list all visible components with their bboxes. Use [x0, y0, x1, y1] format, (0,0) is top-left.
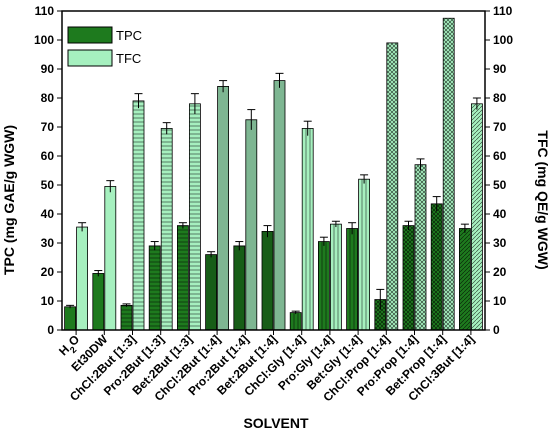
right-axis-tick-label: 20 — [493, 265, 507, 279]
bar-tpc — [92, 273, 105, 331]
right-axis-tick-label: 90 — [493, 62, 507, 76]
bar-tfc — [414, 164, 427, 331]
legend-swatch-tfc — [67, 49, 113, 67]
bar-tpc — [148, 245, 161, 331]
legend-swatch-tpc — [67, 26, 113, 44]
bar-group — [64, 17, 483, 331]
bar-tfc — [217, 86, 230, 331]
bar-tpc — [402, 225, 415, 331]
bar-tpc — [289, 312, 302, 331]
right-axis-tick-label: 100 — [493, 33, 513, 47]
bar-tpc — [458, 228, 471, 331]
legend-label-tfc: TFC — [116, 51, 141, 66]
bar-tfc — [104, 186, 117, 331]
x-axis-title: SOLVENT — [243, 415, 309, 431]
right-axis-tick-label: 0 — [493, 323, 500, 337]
left-axis-tick-label: 60 — [41, 149, 55, 163]
right-axis-title: TFC (mg QE/g WGW) — [535, 130, 550, 269]
legend-label-tpc: TPC — [116, 28, 142, 43]
left-axis-tick-label: 0 — [47, 323, 54, 337]
legend: TPC TFC — [67, 26, 142, 67]
bar-tfc — [76, 226, 88, 331]
bar-tfc — [358, 178, 371, 331]
plot-frame — [61, 10, 486, 331]
bar-tfc — [329, 223, 342, 331]
right-axis-tick-label: 30 — [493, 236, 507, 250]
left-axis-tick-label: 40 — [41, 207, 55, 221]
right-axis-tick-label: 40 — [493, 207, 507, 221]
left-axis-tick-label: 50 — [41, 178, 55, 192]
bar-tfc — [386, 42, 399, 331]
error-bar-group — [66, 72, 481, 315]
bar-tpc — [261, 230, 274, 331]
left-axis-tick-label: 80 — [41, 91, 55, 105]
bar-tfc — [273, 80, 286, 331]
left-axis-tick-label: 90 — [41, 62, 55, 76]
left-axis-tick-label: 70 — [41, 120, 55, 134]
bar-tpc — [233, 245, 246, 331]
bar-tpc — [64, 306, 76, 331]
bar-tfc — [301, 128, 314, 331]
right-axis-tick-labels: 0 10 20 30 40 50 60 70 80 90 100 110 — [493, 4, 513, 337]
bar-tpc — [120, 304, 133, 331]
right-axis-tick-label: 80 — [493, 91, 507, 105]
bar-tfc — [132, 100, 145, 331]
bar-tpc — [176, 225, 189, 331]
right-axis-tick-label: 110 — [493, 4, 513, 18]
bar-tfc — [470, 103, 483, 331]
bar-tfc — [442, 17, 455, 331]
right-axis-tick-label: 50 — [493, 178, 507, 192]
bar-tpc — [346, 228, 359, 331]
bar-tpc — [205, 254, 218, 331]
left-axis-tick-label: 20 — [41, 265, 55, 279]
right-axis-tick-label: 70 — [493, 120, 507, 134]
left-axis-tick-label: 100 — [34, 33, 54, 47]
bar-tfc — [188, 103, 201, 331]
bar-tfc — [160, 128, 173, 331]
left-axis-tick-label: 30 — [41, 236, 55, 250]
left-axis-title: TPC (mg GAE/g WGW) — [1, 125, 17, 275]
left-axis-tick-label: 110 — [35, 4, 55, 18]
axis-ticks — [57, 10, 490, 335]
left-axis-tick-labels: 0 10 20 30 40 50 60 70 80 90 100 110 — [34, 4, 54, 337]
bar-tfc — [245, 119, 258, 331]
right-axis-tick-label: 10 — [493, 294, 507, 308]
bar-tpc — [430, 203, 443, 331]
right-axis-tick-label: 60 — [493, 149, 507, 163]
bar-tpc — [317, 241, 330, 331]
left-axis-tick-label: 10 — [41, 294, 55, 308]
